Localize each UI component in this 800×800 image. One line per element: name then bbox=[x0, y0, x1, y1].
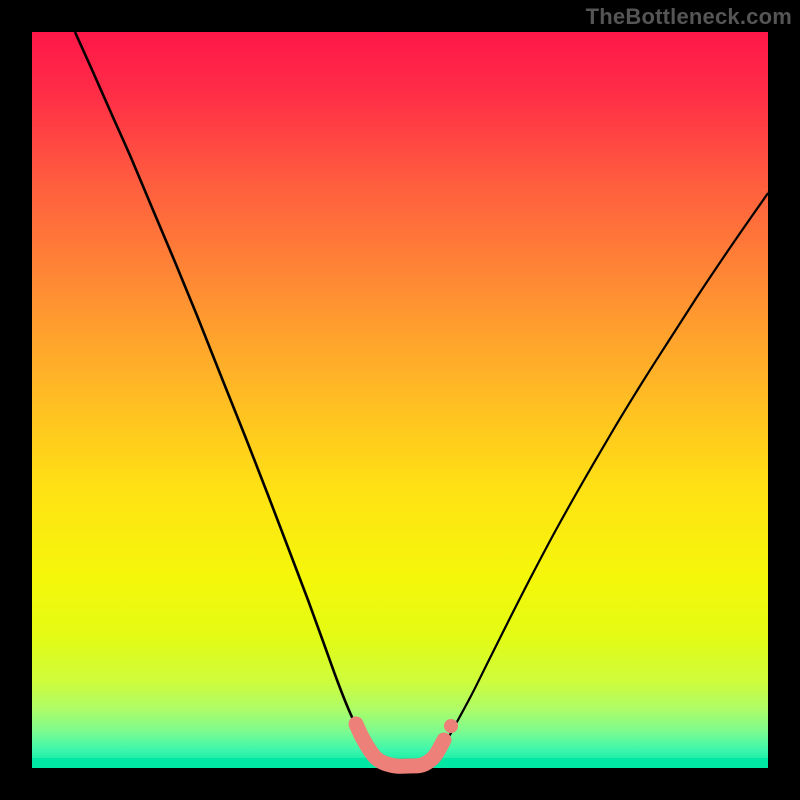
optimal-marker-dot bbox=[444, 719, 458, 733]
bottleneck-chart bbox=[0, 0, 800, 800]
watermark-text: TheBottleneck.com bbox=[586, 4, 792, 30]
gradient-panel bbox=[32, 32, 768, 768]
